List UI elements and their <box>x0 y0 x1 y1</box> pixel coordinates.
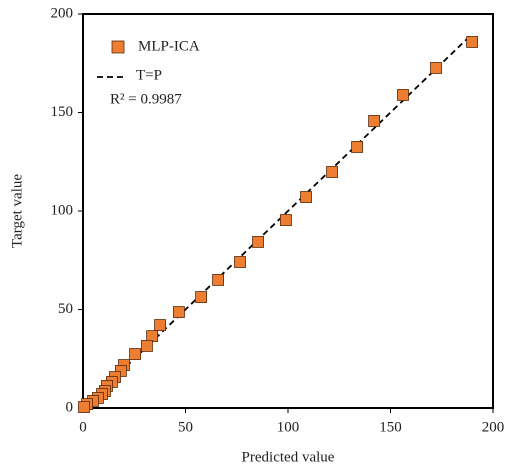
x-axis-label: Predicted value <box>242 449 335 465</box>
y-tick-label: 0 <box>66 399 74 415</box>
annotation: R² = 0.9987 <box>110 91 182 107</box>
point <box>368 115 381 127</box>
point <box>129 348 141 360</box>
x-tick-label: 50 <box>178 419 193 435</box>
legend-marker <box>111 40 125 54</box>
point <box>146 330 158 342</box>
x-tick-label: 150 <box>379 419 402 435</box>
point <box>234 256 246 268</box>
point <box>326 166 338 178</box>
x-tick-label: 200 <box>482 419 505 435</box>
point <box>195 291 207 303</box>
x-tick-label: 100 <box>277 419 300 435</box>
point <box>115 365 127 377</box>
point <box>212 274 224 286</box>
point <box>252 236 264 248</box>
point <box>280 214 292 226</box>
y-tick-label: 100 <box>51 202 74 218</box>
point <box>78 401 90 413</box>
y-tick-label: 200 <box>51 5 74 21</box>
legend-label: MLP-ICA <box>138 38 200 54</box>
point <box>430 62 442 74</box>
point <box>351 141 363 153</box>
point <box>173 306 185 318</box>
point <box>300 191 312 203</box>
point <box>154 319 166 331</box>
reference-line <box>82 33 474 409</box>
plot-frame <box>82 13 494 409</box>
y-axis-label: Target value <box>9 174 25 248</box>
legend-label: T=P <box>136 67 162 83</box>
x-tick-label: 0 <box>79 419 87 435</box>
point <box>141 340 153 352</box>
point <box>397 89 409 101</box>
y-tick-label: 50 <box>58 301 73 317</box>
point <box>466 36 478 48</box>
y-tick-label: 150 <box>51 104 74 120</box>
